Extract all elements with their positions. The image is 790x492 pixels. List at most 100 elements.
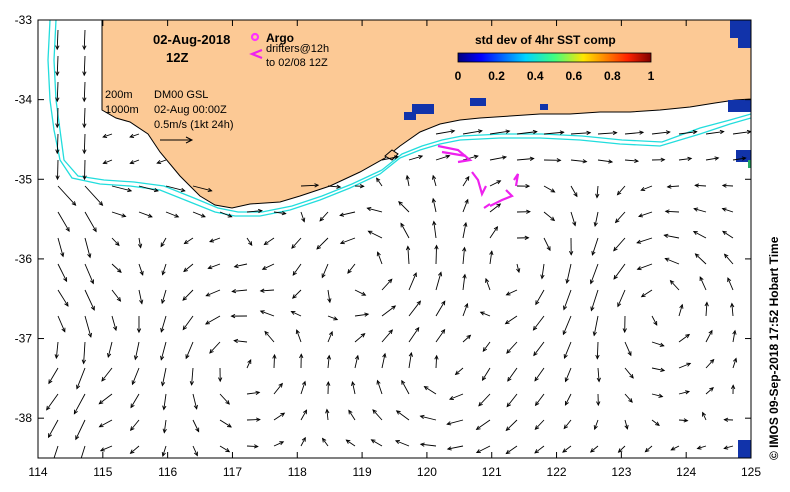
current-vector [534,419,545,430]
current-vector-head [347,269,352,274]
current-vector-head [485,277,490,283]
current-vector-head [185,354,190,360]
current-vector-head [102,133,108,138]
current-vector [246,391,260,395]
current-vector [615,211,626,223]
x-tick-label: 124 [676,465,696,479]
current-vector-head [550,216,556,222]
current-vector-head [207,187,213,193]
current-vector [462,199,469,213]
scale-arrowhead [185,136,194,144]
colorbar-tick-label: 0.2 [488,69,505,83]
current-vector [130,419,140,431]
current-vector [377,380,383,395]
colorbar-tick-label: 0.6 [565,69,582,83]
current-vector [246,237,253,246]
current-vector-head [394,440,400,445]
current-vector-head [534,425,540,430]
current-vector-head [534,376,539,382]
current-vector-head [195,427,200,433]
current-vector [420,415,437,421]
current-vector [300,211,305,222]
current-vector [624,341,632,356]
current-vector-head [415,326,420,332]
current-vector [565,393,572,406]
current-vector-head [617,448,623,453]
current-vector [722,230,734,239]
current-vector-head [685,333,691,339]
current-vector [300,409,307,421]
current-vector [273,354,275,369]
current-vector [432,198,437,213]
current-vector-head [593,222,598,228]
current-vector [591,237,599,256]
current-vector-head [506,402,511,408]
current-vector-head [614,218,620,224]
current-vector-head [478,401,483,407]
current-vector [340,211,356,216]
current-vector [534,445,545,454]
current-vector [134,341,140,360]
current-vector [83,29,86,50]
current-vector-head [388,329,394,335]
current-vector [319,211,329,222]
current-vector [516,158,534,161]
current-vector-head [161,451,166,457]
current-vector-head [161,270,166,276]
current-vector-head [225,400,230,405]
current-vector-head [719,129,725,135]
current-vector [435,155,450,161]
current-vector [56,81,59,102]
current-vector-head [464,198,469,204]
current-vector-head [613,274,618,280]
current-vector [489,203,501,213]
current-vector [624,131,644,135]
current-vector-head [162,428,167,434]
current-vector-head [398,201,403,206]
current-vector [53,445,59,458]
current-vector [590,445,599,453]
current-vector [219,445,230,453]
current-vector-head [133,355,139,361]
current-vector [56,55,59,76]
isobath-1000-label: 1000m [105,104,139,116]
current-vector-head [281,211,287,216]
current-vector-head [596,377,601,383]
current-vector-head [351,380,356,386]
current-vector-head [670,446,676,451]
current-vector [246,359,252,369]
current-vector [246,445,258,448]
y-tick-label: -33 [15,13,33,27]
current-vector [485,278,491,291]
current-vector-head [525,183,531,189]
current-vector [84,263,94,284]
current-vector [678,304,683,317]
current-vector [234,263,248,268]
current-vector-head [209,349,214,354]
current-vector-head [582,159,588,164]
current-vector [563,419,572,429]
current-vector [291,311,302,317]
current-vector-head [730,302,735,308]
current-vector [56,133,59,154]
current-vector [163,419,167,433]
current-vector-head [82,45,87,51]
current-vector-head [586,130,592,136]
current-vector [161,367,167,386]
current-vector [476,445,491,453]
y-tick-label: -36 [15,252,33,266]
current-vector [381,305,396,317]
current-vector [273,383,283,395]
current-vector [699,276,707,291]
current-vector [192,393,198,409]
current-vector-head [61,327,66,333]
current-vector [138,289,143,304]
current-vector [182,315,194,330]
current-vector-head [46,405,51,411]
current-vector [705,302,708,317]
current-vector-head [505,291,511,296]
current-vector [724,253,734,265]
current-vector-head [659,342,665,347]
current-vector-head [595,354,600,360]
current-vector [57,185,76,206]
